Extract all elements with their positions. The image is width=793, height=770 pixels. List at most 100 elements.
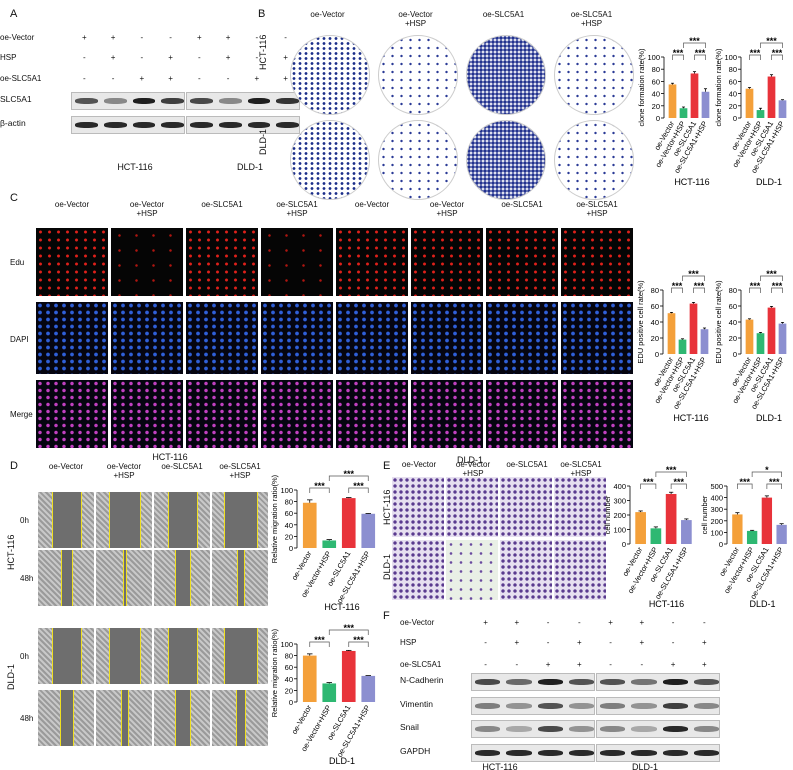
bar — [681, 520, 692, 544]
edu-image — [111, 228, 183, 296]
merge-image — [561, 380, 633, 448]
chart-subtitle: HCT-116 — [324, 602, 359, 612]
y-tick-label: 20 — [285, 532, 293, 541]
merge-image — [411, 380, 483, 448]
protein-band — [475, 703, 501, 709]
time-label: 48h — [20, 574, 34, 583]
treatment-label: oe-SLC5A1 — [400, 660, 442, 669]
significance-bracket — [348, 487, 369, 493]
y-tick-label: 100 — [280, 640, 293, 649]
y-tick-label: 60 — [651, 302, 659, 311]
row-label: DAPI — [10, 335, 29, 344]
significance-mark: *** — [343, 469, 354, 479]
y-axis-label: Relative migration ratio(%) — [270, 628, 279, 717]
protein-band — [568, 750, 594, 756]
y-tick-label: 400 — [710, 494, 723, 503]
y-tick-label: 0 — [733, 350, 737, 359]
y-tick-label: 500 — [710, 482, 723, 491]
dapi-image — [561, 302, 633, 374]
column-header: oe-Vector +HSP — [106, 462, 142, 480]
cell-line-label: HCT-116 — [152, 452, 188, 462]
wound-gap — [121, 690, 129, 746]
merge-image — [111, 380, 183, 448]
bar — [745, 88, 754, 118]
y-tick-label: 0 — [622, 540, 626, 549]
wound-gap — [236, 690, 246, 746]
blot-row-label: β-actin — [0, 118, 26, 128]
significance-bracket — [771, 54, 783, 60]
bar — [678, 339, 687, 354]
bar — [361, 513, 376, 548]
treatment-sign: + — [670, 660, 676, 669]
panel-label-e: E — [383, 460, 391, 472]
edu-image — [261, 228, 333, 296]
chart-subtitle: DLD-1 — [749, 599, 775, 609]
transwell-image — [446, 540, 498, 600]
significance-bracket — [348, 641, 369, 647]
column-header: oe-SLC5A1 — [506, 460, 548, 469]
column-header: oe-Vector — [401, 460, 437, 469]
y-tick-label: 100 — [724, 53, 737, 62]
column-header: oe-SLC5A1 — [482, 10, 525, 19]
protein-band — [161, 98, 184, 104]
transwell-image — [554, 477, 606, 537]
panel-label-b: B — [258, 8, 266, 20]
column-header: oe-SLC5A1 +HSP — [576, 200, 618, 218]
treatment-label: oe-SLC5A1 — [0, 74, 42, 83]
protein-band — [506, 679, 532, 685]
bar — [690, 73, 699, 118]
protein-band — [190, 122, 213, 128]
significance-bracket — [683, 42, 706, 48]
protein-band — [506, 703, 532, 709]
bar — [650, 528, 662, 544]
cell-line-label: DLD-1 — [631, 762, 658, 770]
column-header: oe-Vector — [310, 10, 345, 19]
protein-band — [662, 679, 688, 685]
treatment-sign: - — [484, 660, 487, 669]
column-header: oe-Vector — [48, 462, 84, 471]
protein-band — [132, 122, 156, 128]
bar — [689, 303, 698, 354]
column-header: oe-SLC5A1 +HSP — [276, 200, 318, 218]
chart-subtitle: DLD-1 — [756, 177, 782, 187]
bar — [668, 84, 677, 118]
dapi-image — [486, 302, 558, 374]
protein-band — [568, 726, 594, 732]
bar — [732, 514, 743, 544]
protein-band — [475, 750, 501, 756]
protein-band — [537, 726, 563, 732]
wound-gap — [52, 628, 82, 684]
blot-row-label: GAPDH — [400, 746, 431, 756]
y-axis-label: cell number — [603, 495, 612, 534]
significance-bracket — [640, 483, 657, 489]
y-tick-label: 40 — [652, 90, 660, 99]
significance-mark: *** — [772, 281, 783, 291]
significance-mark: *** — [353, 481, 364, 491]
bar — [322, 540, 337, 548]
treatment-sign: + — [283, 74, 288, 83]
treatment-sign: + — [702, 638, 707, 647]
transwell-image — [500, 477, 552, 537]
bar — [341, 650, 356, 702]
wound-gap — [224, 492, 258, 548]
treatment-sign: + — [514, 618, 520, 627]
significance-mark: * — [765, 465, 769, 475]
bar — [776, 524, 787, 544]
protein-band — [75, 122, 98, 128]
treatment-sign: + — [639, 638, 645, 647]
bar — [302, 502, 317, 548]
bar — [767, 307, 776, 354]
column-header: oe-SLC5A1 — [501, 200, 543, 209]
y-axis-label: Relative migration ratio(%) — [270, 474, 279, 563]
treatment-sign: + — [514, 638, 520, 647]
significance-mark: *** — [750, 281, 761, 291]
treatment-sign: - — [703, 618, 706, 627]
significance-bracket — [682, 275, 705, 281]
treatment-sign: - — [140, 33, 144, 42]
protein-band — [506, 750, 532, 756]
significance-mark: *** — [672, 281, 683, 291]
row-label: HCT-116 — [6, 534, 16, 570]
protein-band — [631, 703, 657, 709]
